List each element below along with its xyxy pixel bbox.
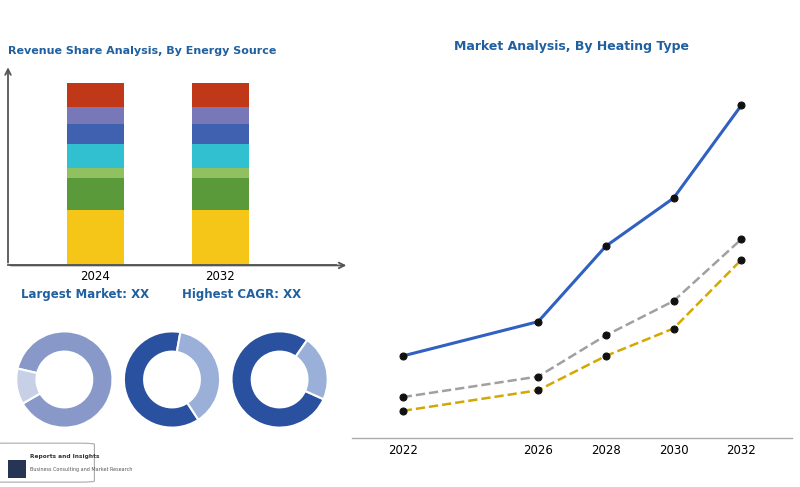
Title: Market Analysis, By Heating Type: Market Analysis, By Heating Type <box>454 40 690 53</box>
Bar <box>67 107 123 125</box>
FancyBboxPatch shape <box>8 460 26 478</box>
Text: Revenue Share Analysis, By Energy Source: Revenue Share Analysis, By Energy Source <box>8 46 276 56</box>
Bar <box>192 107 249 125</box>
Wedge shape <box>177 332 220 420</box>
Text: Reports and Insights: Reports and Insights <box>30 454 100 459</box>
Bar <box>67 168 123 178</box>
FancyBboxPatch shape <box>0 443 94 482</box>
Text: Largest Market: XX: Largest Market: XX <box>21 288 150 301</box>
Bar <box>192 83 249 107</box>
Bar <box>67 83 123 107</box>
Wedge shape <box>124 331 198 428</box>
Text: Highest CAGR: XX: Highest CAGR: XX <box>182 288 301 301</box>
Text: GLOBAL GEOTHERMAL ENERGY FOR DISTRICT HEATING MARKET SEGMENT ANALYSIS: GLOBAL GEOTHERMAL ENERGY FOR DISTRICT HE… <box>10 22 600 36</box>
Wedge shape <box>16 369 40 404</box>
Wedge shape <box>231 331 323 428</box>
Wedge shape <box>296 340 328 399</box>
Text: Business Consulting and Market Research: Business Consulting and Market Research <box>30 468 133 472</box>
Bar <box>67 178 123 210</box>
Bar <box>67 144 123 168</box>
Bar <box>192 210 249 265</box>
Bar <box>192 178 249 210</box>
Bar <box>192 125 249 144</box>
Wedge shape <box>18 331 113 428</box>
Bar <box>192 144 249 168</box>
Bar <box>67 210 123 265</box>
Bar <box>67 125 123 144</box>
Bar <box>192 168 249 178</box>
